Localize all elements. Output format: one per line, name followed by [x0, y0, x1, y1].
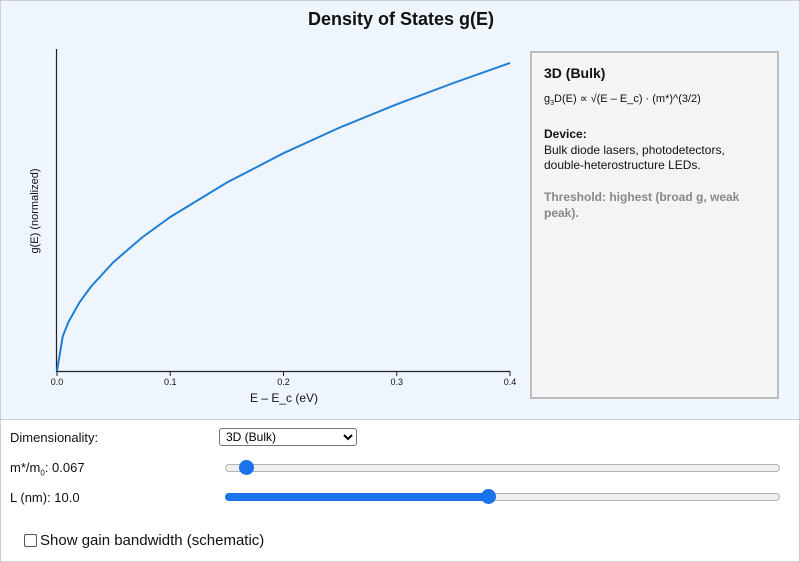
dos-curve-line: [56, 62, 511, 372]
mass-slider[interactable]: [225, 460, 780, 476]
x-tick-label: 0.2: [277, 377, 290, 387]
length-slider-fill: [225, 493, 489, 501]
dos-formula: g3D(E) ∝ √(E – E_c) · (m*)^(3/2): [544, 92, 765, 107]
gain-bandwidth-label[interactable]: Show gain bandwidth (schematic): [40, 532, 265, 549]
x-tick-label: 0.1: [164, 377, 177, 387]
controls-panel: Dimensionality: 3D (Bulk) m*/m0: 0.067 L…: [0, 420, 800, 560]
mass-label-post: : 0.067: [44, 460, 85, 475]
formula-sub: 3: [550, 100, 555, 108]
x-ticks: 0.0 0.1 0.2 0.3 0.4: [51, 371, 517, 387]
gain-bandwidth-toggle[interactable]: Show gain bandwidth (schematic): [24, 532, 264, 549]
formula-prefix: g: [544, 93, 551, 105]
length-slider-thumb[interactable]: [481, 489, 497, 504]
x-tick-label: 0.3: [390, 377, 403, 387]
chart-title: Density of States g(E): [307, 9, 495, 29]
dos-chart: 0.0 0.1 0.2 0.3 0.4 E – E_c (eV) g(E) (norma…: [29, 49, 517, 405]
mass-slider-track[interactable]: [225, 464, 780, 472]
mass-label: m*/m0: 0.067: [10, 460, 85, 478]
x-tick-label: 0.0: [51, 377, 64, 387]
threshold-text: Threshold: highest (broad g, weak peak).: [544, 190, 740, 221]
info-title: 3D (Bulk): [544, 65, 606, 81]
plot-area: Density of States g(E) 0.0 0.1 0.2 0.3 0.4 E…: [1, 1, 799, 420]
y-axis-label: g(E) (normalized): [29, 169, 41, 254]
length-label: L (nm): 10.0: [10, 490, 80, 505]
x-axis-label: E – E_c (eV): [250, 391, 318, 405]
dimensionality-label: Dimensionality:: [10, 430, 99, 445]
gain-bandwidth-checkbox[interactable]: [24, 534, 37, 547]
length-slider[interactable]: [225, 489, 780, 505]
formula-rest: D(E) ∝ √(E – E_c) · (m*)^(3/2): [554, 93, 701, 105]
dimensionality-select[interactable]: 3D (Bulk): [219, 428, 357, 446]
x-tick-label: 0.4: [504, 377, 517, 387]
mass-label-pre: m*/m: [10, 460, 41, 475]
info-panel: 3D (Bulk) g3D(E) ∝ √(E – E_c) · (m*)^(3/…: [530, 51, 779, 399]
mass-slider-thumb[interactable]: [238, 460, 254, 475]
device-label: Device:: [544, 127, 587, 142]
mass-label-sub: 0: [40, 468, 45, 478]
device-text: Bulk diode lasers, photodetectors, doubl…: [544, 143, 725, 173]
